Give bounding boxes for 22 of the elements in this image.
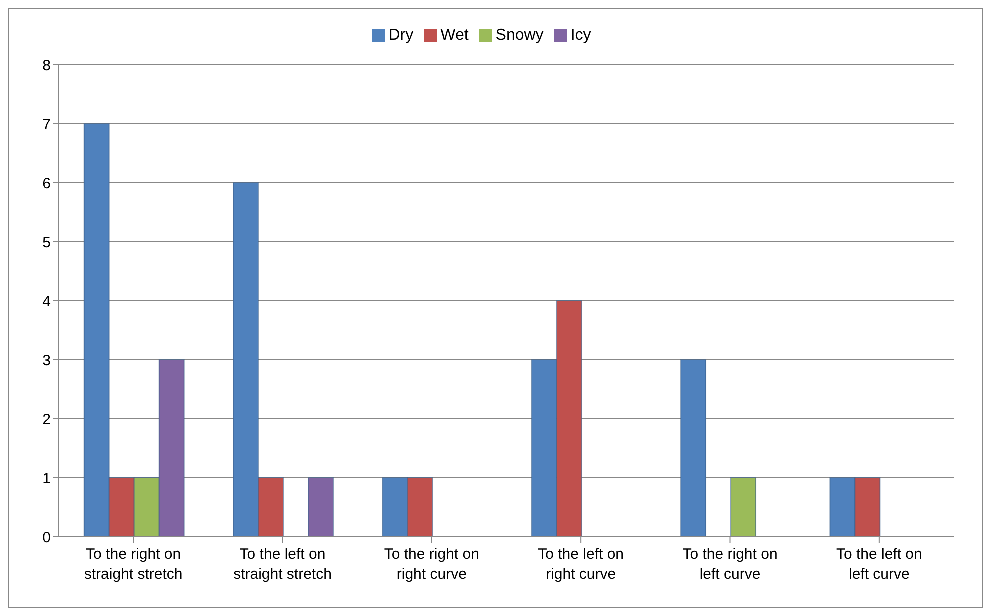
x-tick-label: To the left on left curve bbox=[836, 546, 922, 583]
x-tick-label: To the left on right curve bbox=[538, 546, 624, 583]
legend-label: Icy bbox=[570, 27, 592, 44]
y-tick-label: 3 bbox=[42, 352, 51, 370]
y-tick-label: 7 bbox=[42, 116, 51, 134]
y-tick-label: 8 bbox=[42, 57, 51, 74]
legend-label: Dry bbox=[388, 27, 414, 44]
legend-label: Wet bbox=[440, 27, 469, 44]
bar bbox=[680, 360, 707, 537]
y-tick-label: 1 bbox=[42, 470, 51, 488]
x-tick-label: To the right on straight stretch bbox=[84, 546, 183, 583]
y-tick-label: 4 bbox=[42, 293, 51, 310]
x-tick-label: To the right on right curve bbox=[384, 546, 480, 583]
x-tick-label: To the left on straight stretch bbox=[234, 546, 332, 583]
bar bbox=[730, 478, 757, 537]
y-tick-label: 5 bbox=[42, 234, 51, 252]
legend-label: Snowy bbox=[496, 27, 544, 44]
y-tick-label: 2 bbox=[42, 411, 51, 428]
x-tick-label: To the right on left curve bbox=[682, 546, 778, 583]
y-tick-label: 0 bbox=[42, 529, 51, 546]
bar bbox=[308, 478, 334, 537]
y-tick-label: 6 bbox=[42, 175, 51, 192]
